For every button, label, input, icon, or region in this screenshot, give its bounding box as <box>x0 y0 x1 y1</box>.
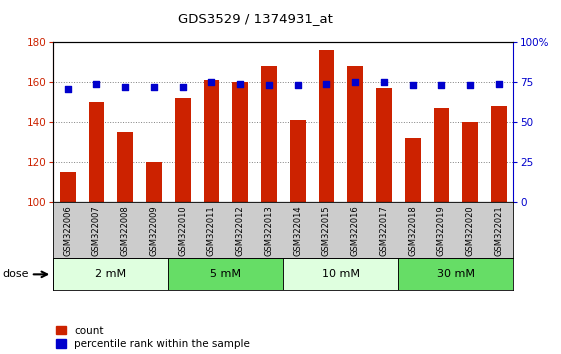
Text: GSM322006: GSM322006 <box>63 206 72 257</box>
Point <box>236 81 245 87</box>
Bar <box>347 67 363 202</box>
Text: 2 mM: 2 mM <box>95 269 126 279</box>
Point <box>293 82 302 88</box>
Point <box>92 81 101 87</box>
Point <box>466 82 475 88</box>
Bar <box>146 162 162 202</box>
Text: GSM322011: GSM322011 <box>207 206 216 256</box>
Point <box>178 84 187 90</box>
Bar <box>261 67 277 202</box>
Bar <box>53 258 168 290</box>
Point <box>63 86 72 92</box>
Text: GSM322016: GSM322016 <box>351 206 360 257</box>
Text: dose: dose <box>3 269 29 279</box>
Bar <box>398 258 513 290</box>
Point <box>437 82 446 88</box>
Bar <box>319 50 334 202</box>
Text: GSM322015: GSM322015 <box>322 206 331 256</box>
Point <box>149 84 158 90</box>
Bar <box>290 120 306 202</box>
Text: GSM322019: GSM322019 <box>437 206 446 256</box>
Text: GSM322018: GSM322018 <box>408 206 417 257</box>
Bar <box>462 122 478 202</box>
Bar <box>60 172 76 202</box>
Point <box>322 81 331 87</box>
Text: GSM322007: GSM322007 <box>92 206 101 257</box>
Bar <box>89 102 104 202</box>
Bar <box>232 82 248 202</box>
Bar <box>434 108 449 202</box>
Text: GSM322013: GSM322013 <box>264 206 273 257</box>
Bar <box>204 80 219 202</box>
Text: GSM322020: GSM322020 <box>466 206 475 256</box>
Bar <box>175 98 191 202</box>
Text: GSM322021: GSM322021 <box>494 206 503 256</box>
Text: 30 mM: 30 mM <box>437 269 475 279</box>
Bar <box>283 258 398 290</box>
Point <box>494 81 503 87</box>
Text: GSM322008: GSM322008 <box>121 206 130 257</box>
Text: GSM322017: GSM322017 <box>379 206 388 257</box>
Point <box>264 82 273 88</box>
Text: GSM322009: GSM322009 <box>149 206 158 256</box>
Text: GDS3529 / 1374931_at: GDS3529 / 1374931_at <box>178 12 333 25</box>
Point <box>207 80 216 85</box>
Text: GSM322012: GSM322012 <box>236 206 245 256</box>
Point <box>351 80 360 85</box>
Text: 5 mM: 5 mM <box>210 269 241 279</box>
Text: GSM322010: GSM322010 <box>178 206 187 256</box>
Bar <box>117 132 133 202</box>
Legend: count, percentile rank within the sample: count, percentile rank within the sample <box>56 326 250 349</box>
Point <box>121 84 130 90</box>
Point <box>408 82 417 88</box>
Bar <box>168 258 283 290</box>
Point <box>379 80 388 85</box>
Bar <box>376 88 392 202</box>
Text: GSM322014: GSM322014 <box>293 206 302 256</box>
Bar <box>405 138 421 202</box>
Bar <box>491 106 507 202</box>
Text: 10 mM: 10 mM <box>322 269 360 279</box>
